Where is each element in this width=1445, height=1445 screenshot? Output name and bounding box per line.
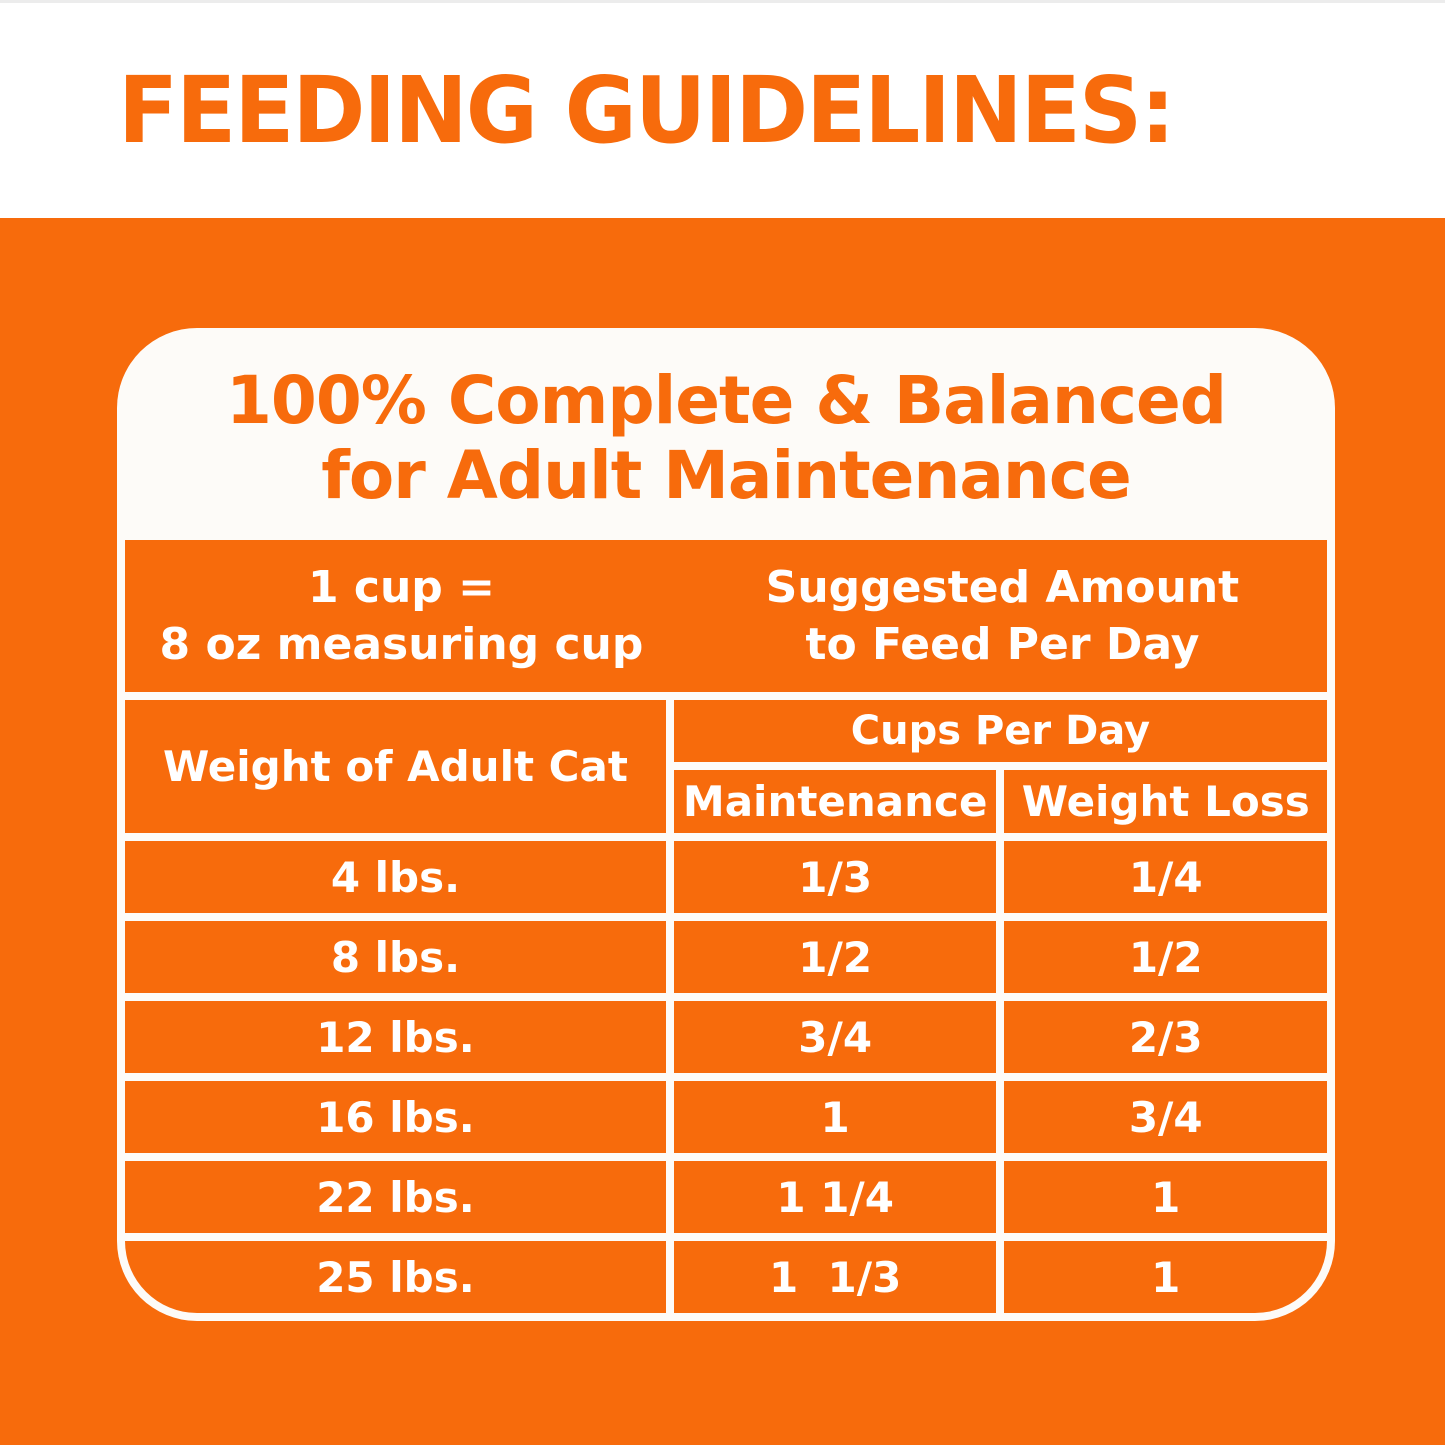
table-row: 12 lbs. 3/4 2/3: [125, 1001, 1328, 1073]
suggested-amount-note: Suggested Amount to Feed Per Day: [678, 559, 1327, 673]
feeding-table: 1 cup = 8 oz measuring cup Suggested Amo…: [125, 540, 1328, 1313]
info-panel: 100% Complete & Balanced for Adult Maint…: [117, 328, 1335, 1321]
cups-per-day-group: Cups Per Day Maintenance Weight Loss: [673, 700, 1328, 833]
suggested-amount-line1: Suggested Amount: [765, 561, 1240, 613]
weight-cell: 12 lbs.: [125, 1001, 666, 1073]
table-row: 16 lbs. 1 3/4: [125, 1081, 1328, 1153]
weight-column-header: Weight of Adult Cat: [125, 700, 666, 833]
table-intro-row: 1 cup = 8 oz measuring cup Suggested Amo…: [125, 540, 1327, 692]
table-row: 4 lbs. 1/3 1/4: [125, 841, 1328, 913]
maintenance-cell: 1: [673, 1081, 997, 1153]
orange-background-section: 100% Complete & Balanced for Adult Maint…: [0, 218, 1445, 1445]
table-row: 22 lbs. 1 1/4 1: [125, 1161, 1328, 1233]
weight-cell: 22 lbs.: [125, 1161, 666, 1233]
weight-cell: 16 lbs.: [125, 1081, 666, 1153]
cups-subheader-row: Maintenance Weight Loss: [673, 770, 1328, 833]
weight-loss-cell: 1: [1004, 1241, 1328, 1313]
maintenance-cell: 3/4: [673, 1001, 997, 1073]
maintenance-column-header: Maintenance: [673, 770, 997, 833]
header-band: FEEDING GUIDELINES:: [0, 3, 1445, 218]
maintenance-cell: 1/2: [673, 921, 997, 993]
cup-measure-note-line1: 1 cup =: [307, 561, 495, 613]
top-edge-artifact-line: [0, 0, 1445, 3]
weight-cell: 8 lbs.: [125, 921, 666, 993]
weight-cell: 4 lbs.: [125, 841, 666, 913]
panel-heading-line2: for Adult Maintenance: [321, 437, 1132, 514]
cups-per-day-header: Cups Per Day: [673, 700, 1327, 762]
maintenance-cell: 1 1/3: [673, 1241, 997, 1313]
page-title: FEEDING GUIDELINES:: [118, 56, 1175, 165]
maintenance-cell: 1/3: [673, 841, 997, 913]
suggested-amount-line2: to Feed Per Day: [805, 619, 1200, 670]
table-header-row: Weight of Adult Cat Cups Per Day Mainten…: [125, 700, 1328, 833]
weight-loss-cell: 1/2: [1004, 921, 1328, 993]
weight-loss-cell: 3/4: [1004, 1081, 1328, 1153]
table-row: 25 lbs. 1 1/3 1: [125, 1241, 1328, 1313]
cup-measure-note: 1 cup = 8 oz measuring cup: [125, 559, 678, 673]
weight-loss-cell: 2/3: [1004, 1001, 1328, 1073]
panel-heading: 100% Complete & Balanced for Adult Maint…: [125, 336, 1327, 540]
table-row: 8 lbs. 1/2 1/2: [125, 921, 1328, 993]
weight-cell: 25 lbs.: [125, 1241, 666, 1313]
maintenance-cell: 1 1/4: [673, 1161, 997, 1233]
weight-loss-cell: 1: [1004, 1161, 1328, 1233]
cup-measure-note-line2: 8 oz measuring cup: [159, 619, 644, 670]
weight-loss-column-header: Weight Loss: [1004, 770, 1328, 833]
weight-loss-cell: 1/4: [1004, 841, 1328, 913]
panel-heading-line1: 100% Complete & Balanced: [226, 361, 1227, 439]
